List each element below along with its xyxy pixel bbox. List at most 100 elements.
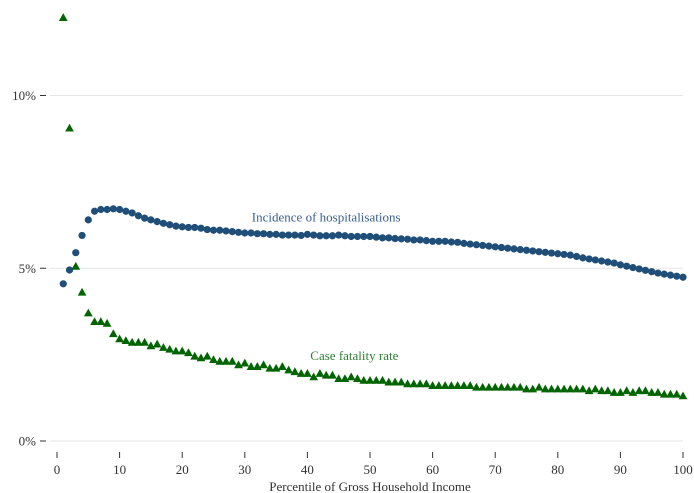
x-tick-label: 100 — [673, 462, 693, 477]
triangle-point — [78, 288, 87, 296]
circle-point — [229, 228, 236, 235]
circle-point — [360, 233, 367, 240]
circle-point — [586, 255, 593, 262]
triangle-point — [466, 381, 475, 389]
circle-point — [179, 223, 186, 230]
circle-point — [91, 208, 98, 215]
circle-point — [316, 232, 323, 239]
circle-point — [247, 229, 254, 236]
circle-point — [216, 227, 223, 234]
x-tick-label: 10 — [113, 462, 126, 477]
circle-point — [592, 256, 599, 263]
circle-point — [654, 269, 661, 276]
circle-point — [85, 216, 92, 223]
circle-point — [661, 271, 668, 278]
circle-point — [97, 206, 104, 213]
circle-point — [329, 232, 336, 239]
triangle-point — [347, 372, 356, 380]
circle-point — [629, 264, 636, 271]
triangle-point — [291, 367, 300, 375]
circle-point — [254, 230, 261, 237]
circle-point — [266, 231, 273, 238]
triangle-point — [672, 390, 681, 398]
circle-point — [410, 236, 417, 243]
x-tick-label: 80 — [551, 462, 564, 477]
triangle-point — [516, 383, 525, 391]
triangle-point — [629, 388, 638, 396]
triangle-point — [272, 364, 281, 372]
y-tick-label: 10% — [12, 88, 36, 103]
triangle-point — [654, 388, 663, 396]
circle-point — [154, 218, 161, 225]
circle-point — [348, 233, 355, 240]
circle-point — [129, 209, 136, 216]
circle-point — [204, 226, 211, 233]
triangle-point — [328, 371, 337, 379]
triangle-point — [84, 309, 93, 317]
triangle-point — [165, 345, 174, 353]
triangle-point — [679, 391, 688, 399]
circle-point — [210, 227, 217, 234]
circle-point — [423, 237, 430, 244]
circle-point — [517, 246, 524, 253]
triangle-point — [353, 374, 362, 382]
series-label: Case fatality rate — [310, 348, 398, 363]
triangle-point — [140, 338, 149, 346]
x-tick-label: 40 — [301, 462, 314, 477]
triangle-point — [622, 386, 631, 394]
circle-point — [485, 243, 492, 250]
circle-point — [448, 238, 455, 245]
circle-point — [667, 272, 674, 279]
circle-point — [473, 241, 480, 248]
circle-point — [366, 233, 373, 240]
triangle-point — [397, 378, 406, 386]
circle-point — [185, 224, 192, 231]
circle-point — [642, 267, 649, 274]
circle-point — [66, 266, 73, 273]
circle-point — [279, 231, 286, 238]
circle-point — [103, 206, 110, 213]
circle-point — [122, 208, 129, 215]
circle-point — [498, 244, 505, 251]
circle-point — [404, 236, 411, 243]
triangle-point — [616, 388, 625, 396]
circle-point — [604, 258, 611, 265]
triangle-point — [71, 262, 80, 270]
circle-point — [241, 229, 248, 236]
circle-point — [460, 240, 467, 247]
circle-point — [110, 205, 117, 212]
circle-point — [623, 263, 630, 270]
circle-point — [567, 252, 574, 259]
triangle-point — [528, 385, 537, 393]
circle-point — [166, 221, 173, 228]
circle-point — [673, 273, 680, 280]
triangle-point — [178, 347, 187, 355]
circle-point — [78, 232, 85, 239]
triangle-point — [535, 383, 544, 391]
triangle-point — [278, 362, 287, 370]
circle-point — [116, 206, 123, 213]
x-axis: 0 10 20 30 40 50 60 70 80 90 100 — [54, 452, 693, 477]
circle-point — [141, 215, 148, 222]
circle-point — [310, 231, 317, 238]
circle-point — [298, 232, 305, 239]
circle-point — [391, 235, 398, 242]
triangle-point — [228, 357, 237, 365]
x-tick-label: 60 — [426, 462, 439, 477]
circle-point — [611, 259, 618, 266]
triangle-point — [591, 385, 600, 393]
triangle-point — [585, 386, 594, 394]
circle-point — [479, 242, 486, 249]
triangle-point — [96, 317, 105, 325]
circle-point — [679, 274, 686, 281]
triangle-point — [303, 369, 312, 377]
circle-point — [504, 245, 511, 252]
circle-point — [373, 234, 380, 241]
circle-point — [341, 232, 348, 239]
circle-point — [291, 231, 298, 238]
y-tick-label: 0% — [19, 434, 37, 449]
triangle-point — [153, 340, 162, 348]
circle-point — [435, 238, 442, 245]
triangle-point — [253, 362, 262, 370]
circle-point — [304, 231, 311, 238]
